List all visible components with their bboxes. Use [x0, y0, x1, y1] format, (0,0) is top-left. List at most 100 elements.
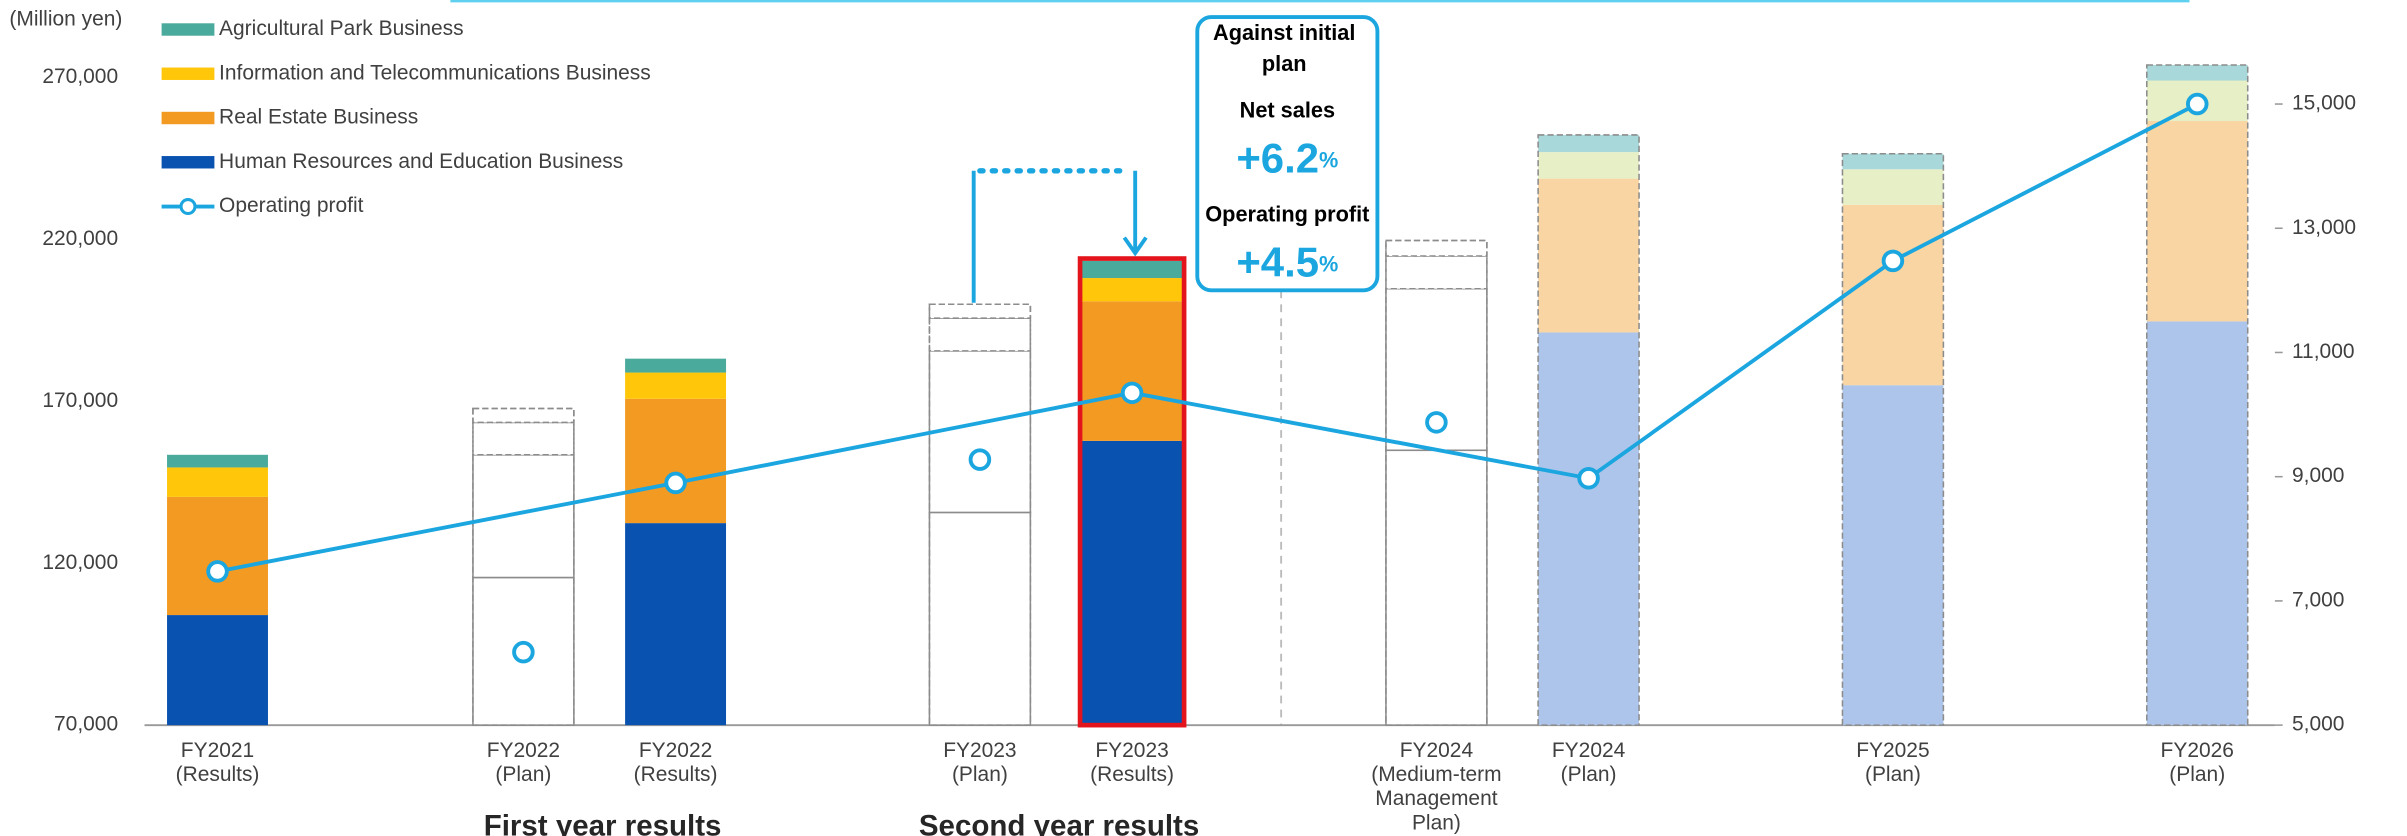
bar-outline [928, 303, 1032, 726]
x-tick-label: Management [1375, 787, 1497, 810]
bar-segment [1081, 440, 1183, 726]
line-marker [1881, 249, 1905, 273]
legend-swatch [161, 23, 215, 36]
bar-segment [928, 303, 1032, 319]
y2-tick-label: 13,000 [2292, 216, 2356, 239]
stacked-bar [1077, 256, 1187, 728]
bar-segment [1842, 153, 1944, 170]
net-sales-change: +6.2% [1236, 135, 1338, 182]
bar-outline [1537, 134, 1640, 726]
y2-tick-label: 5,000 [2292, 713, 2344, 736]
bar-segment [625, 358, 727, 373]
group-label: First year results [484, 809, 722, 836]
bar-segment [1538, 134, 1640, 153]
legend-swatch [161, 156, 215, 169]
bar-segment [472, 407, 575, 424]
x-tick-label: (Results) [1090, 763, 1174, 786]
x-tick-label: (Results) [176, 763, 260, 786]
bar-segment [2146, 65, 2248, 81]
y2-tick-label: 11,000 [2292, 340, 2355, 363]
bar-segment [1081, 301, 1183, 441]
bar-outline [472, 407, 575, 726]
bar-segment [928, 511, 1032, 726]
y2-tick-label: 15,000 [2292, 92, 2356, 115]
x-tick-label: FY2021 [181, 739, 254, 762]
bar-segment [2146, 321, 2248, 726]
line-marker [1577, 466, 1600, 490]
group-label: Second year results [919, 809, 1199, 836]
x-tick-label: (Plan) [1561, 763, 1617, 786]
bar-segment [2146, 121, 2248, 322]
stacked-bar [625, 358, 727, 726]
bar-segment [1842, 385, 1944, 726]
x-tick-label: FY2022 [639, 739, 712, 762]
x-tick-label: (Plan) [2169, 763, 2225, 786]
stacked-bar [472, 407, 575, 726]
bar-segment [167, 496, 268, 616]
change-unit: % [1319, 251, 1338, 276]
bar-outline [2146, 64, 2249, 726]
y2-tick-label: 9,000 [2292, 464, 2344, 487]
y2-tick-label: 7,000 [2292, 588, 2344, 611]
y-tick-label: 270,000 [42, 65, 118, 88]
bar-segment [167, 454, 268, 468]
x-tick-label: FY2022 [487, 739, 560, 762]
bar-outline [1841, 152, 1945, 726]
bar-segment [1538, 332, 1640, 726]
legend-label: Human Resources and Education Business [219, 150, 623, 173]
legend-label: Information and Telecommunications Busin… [219, 61, 651, 84]
line-marker [664, 471, 687, 495]
bar-segment [1081, 278, 1183, 302]
bar-segment [1081, 260, 1183, 279]
bar-segment [472, 421, 575, 456]
x-tick-label: (Medium-term [1371, 763, 1501, 786]
y-tick-label: 170,000 [42, 389, 118, 412]
annotation-box [1195, 15, 1380, 293]
x-tick-label: Plan) [1412, 811, 1461, 834]
x-tick-label: FY2026 [2161, 739, 2234, 762]
x-tick-label: (Plan) [1865, 763, 1921, 786]
legend-swatch [161, 111, 215, 125]
bar-segment [625, 523, 727, 726]
bar-segment [1385, 239, 1488, 257]
change-value: +6.2 [1236, 135, 1319, 182]
x-tick-label: (Results) [634, 763, 718, 786]
legend-label: Agricultural Park Business [219, 17, 464, 40]
line-marker [512, 640, 535, 664]
net-sales-label: Net sales [1240, 98, 1335, 123]
bar-segment [1538, 152, 1640, 179]
bar-segment [928, 317, 1032, 352]
stacked-bar [1385, 239, 1488, 726]
y-tick-label: 120,000 [42, 551, 118, 574]
operating-profit-label: Operating profit [1205, 202, 1369, 227]
line-marker [1425, 411, 1448, 434]
bar-segment [167, 467, 268, 497]
legend-label: Real Estate Business [219, 106, 418, 129]
stacked-bar [2146, 64, 2249, 726]
line [217, 102, 2199, 574]
bar-outline [1385, 239, 1488, 726]
y-tick-label: 70,000 [54, 713, 118, 736]
x-tick-label: FY2024 [1400, 739, 1474, 762]
operating-profit-change: +4.5% [1236, 239, 1338, 286]
line-marker [968, 448, 992, 471]
stacked-bar [928, 303, 1032, 726]
line-marker [206, 560, 229, 583]
bar-segment [1842, 204, 1944, 386]
change-value: +4.5 [1236, 239, 1319, 286]
legend: Agricultural Park Business Information an… [161, 17, 651, 217]
bar-segment [1538, 178, 1640, 333]
x-tick-label: (Plan) [952, 763, 1008, 786]
legend-marker [179, 197, 197, 216]
y-tick-label: 220,000 [42, 227, 118, 250]
legend-swatch [161, 67, 215, 80]
bar-highlight [1077, 256, 1187, 728]
bar-segment [625, 372, 727, 399]
x-tick-label: FY2024 [1552, 739, 1626, 762]
change-unit: % [1319, 147, 1338, 172]
plan-arrow [971, 168, 1148, 303]
y-axis-label: (Million yen) [9, 8, 122, 31]
bar-segment [625, 398, 727, 524]
